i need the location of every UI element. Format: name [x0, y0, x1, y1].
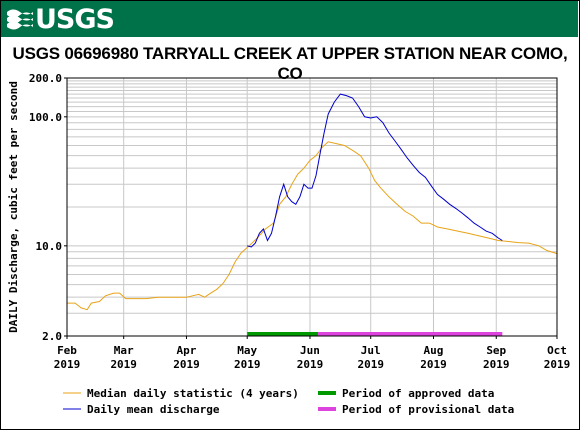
series-line: [247, 93, 503, 248]
x-tick-label-year: 2019: [297, 358, 324, 371]
period-bars: [247, 332, 503, 336]
legend-label: Period of provisional data: [342, 403, 514, 416]
x-tick-label-month: Oct: [547, 344, 567, 357]
x-tick-label-month: May: [237, 344, 257, 357]
x-tick-label-month: Jul: [361, 344, 381, 357]
x-tick-label-month: Aug: [424, 344, 444, 357]
grid: [66, 77, 558, 337]
x-tick-label-year: 2019: [173, 358, 200, 371]
y-tick-label: 10.0: [36, 240, 63, 253]
usgs-logo[interactable]: USGS: [7, 3, 115, 35]
y-tick-label: 200.0: [29, 72, 62, 85]
x-tick-label-year: 2019: [544, 358, 571, 371]
legend-label: Median daily statistic (4 years): [87, 387, 299, 400]
legend-label: Period of approved data: [342, 387, 494, 400]
y-tick-label: 2.0: [42, 330, 62, 343]
usgs-logo-text: USGS: [35, 3, 115, 35]
y-tick-labels: 200.0 100.0 10.0 2.0: [29, 72, 67, 343]
series-line: [67, 141, 558, 311]
x-tick-label-year: 2019: [54, 358, 81, 371]
legend: Median daily statistic (4 years) Daily me…: [63, 387, 514, 416]
period-bar: [318, 332, 503, 336]
usgs-wave-icon: [7, 6, 33, 32]
y-tick-label: 100.0: [29, 111, 62, 124]
x-tick-label-month: Sep: [486, 344, 506, 357]
period-bar: [247, 332, 319, 336]
x-tick-label-month: Apr: [177, 344, 197, 357]
x-tick-label-month: Feb: [57, 344, 77, 357]
y-axis-label: DAILY Discharge, cubic feet per second: [7, 81, 20, 333]
x-tick-labels: Feb2019Mar2019Apr2019May2019Jun2019Jul20…: [54, 336, 571, 371]
x-tick-label-year: 2019: [483, 358, 510, 371]
x-tick-label-month: Mar: [114, 344, 134, 357]
series-lines: [67, 93, 558, 311]
legend-label: Daily mean discharge: [87, 403, 220, 416]
x-tick-label-year: 2019: [110, 358, 137, 371]
plot-border: [66, 77, 558, 337]
x-tick-label-month: Jun: [300, 344, 320, 357]
x-tick-label-year: 2019: [420, 358, 447, 371]
x-tick-label-year: 2019: [357, 358, 384, 371]
usgs-banner: USGS: [1, 1, 578, 37]
x-tick-label-year: 2019: [234, 358, 261, 371]
